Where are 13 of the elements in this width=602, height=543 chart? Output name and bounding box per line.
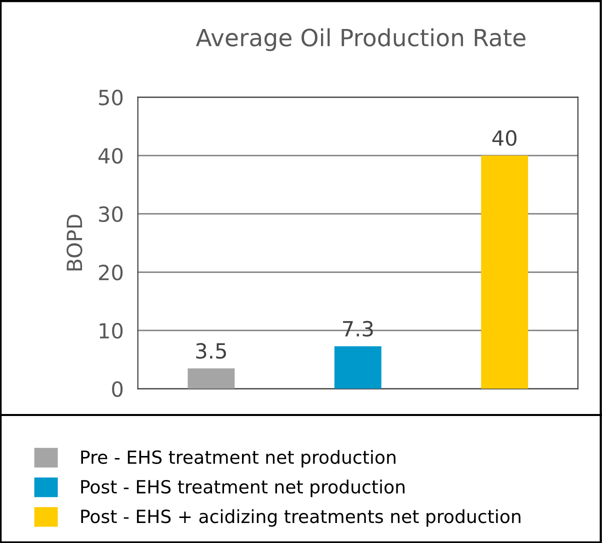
y-tick-label: 50 — [99, 90, 123, 106]
y-tick-label: 10 — [100, 322, 123, 339]
y-tick-label: 20 — [98, 264, 123, 280]
legend-label: Pre - EHS treatment net production — [81, 450, 396, 468]
y-axis-title: BOPD — [66, 214, 82, 270]
chart-title: Average Oil Production Rate — [196, 28, 526, 52]
data-label: 40 — [492, 130, 516, 146]
legend-label: Post - EHS treatment net production — [81, 480, 404, 498]
y-tick-label: 0 — [112, 381, 123, 397]
data-label: 3.5 — [196, 343, 226, 359]
legend-label: Post - EHS + acidizing treatments net production — [81, 509, 520, 527]
y-tick-label: 30 — [99, 206, 123, 222]
y-tick-label: 40 — [98, 148, 123, 164]
